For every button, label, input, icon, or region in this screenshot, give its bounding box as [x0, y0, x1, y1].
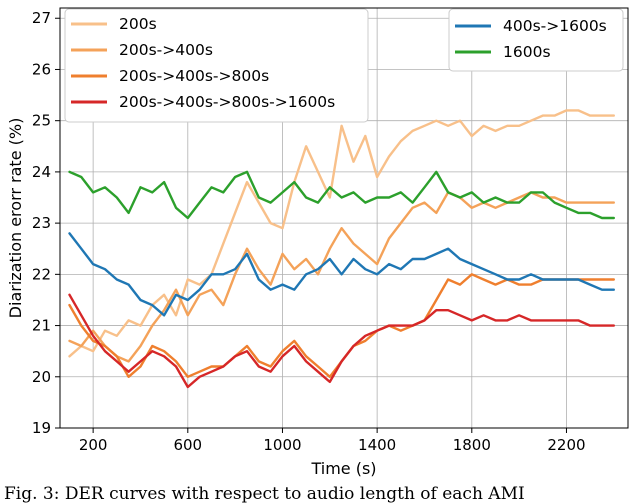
plot-frame [59, 7, 629, 429]
figure-caption: Fig. 3: DER curves with respect to audio… [4, 484, 525, 504]
y-tick-label: 20 [32, 368, 51, 386]
x-tick-label: 600 [173, 436, 202, 454]
series-line-1600s [68, 170, 615, 220]
series-line-200s-400s-800s-1600s [68, 293, 615, 389]
legend-right-box [448, 8, 624, 72]
series-line-200s-400s [68, 191, 615, 363]
x-tick-label: 2200 [547, 436, 585, 454]
y-tick-label: 23 [32, 214, 51, 232]
x-tick-label: 1800 [453, 436, 491, 454]
legend-label-400s-1600s: 400s->1600s [503, 17, 607, 35]
legend-left: 200s 200s->400s 200s->400s->800s 200s->4… [64, 8, 369, 123]
y-tick-label: 25 [32, 112, 51, 130]
legend-label-200s-400s-800s-1600s: 200s->400s->800s->1600s [119, 93, 335, 111]
y-tick-label: 19 [32, 419, 51, 437]
x-axis-label: Time (s) [310, 459, 376, 478]
y-tick-label: 21 [32, 317, 51, 335]
legend-left-box [64, 8, 369, 123]
legend-label-200s: 200s [119, 15, 157, 33]
ticks: 200 600 1000 1400 1800 2200 19 20 21 22 23 24 25 26 27 [32, 9, 586, 454]
legend-label-200s-400s-800s: 200s->400s->800s [119, 67, 269, 85]
series-lines [68, 109, 615, 389]
chart: 200 600 1000 1400 1800 2200 19 20 21 22 23 24 25 26 27… [6, 7, 629, 478]
x-tick-label: 1400 [358, 436, 396, 454]
series-line-200s [68, 109, 615, 358]
y-tick-label: 22 [32, 265, 51, 283]
series-line-400s-1600s [68, 232, 615, 317]
y-tick-label: 26 [32, 60, 51, 78]
legend-label-1600s: 1600s [503, 43, 551, 61]
y-tick-label: 24 [32, 163, 51, 181]
y-tick-label: 27 [32, 9, 51, 27]
y-axis-label: Diarization erorr rate (%) [6, 118, 25, 319]
x-tick-label: 200 [79, 436, 108, 454]
legend-right: 400s->1600s 1600s [448, 8, 624, 72]
legend-label-200s-400s: 200s->400s [119, 41, 213, 59]
x-tick-label: 1000 [263, 436, 301, 454]
